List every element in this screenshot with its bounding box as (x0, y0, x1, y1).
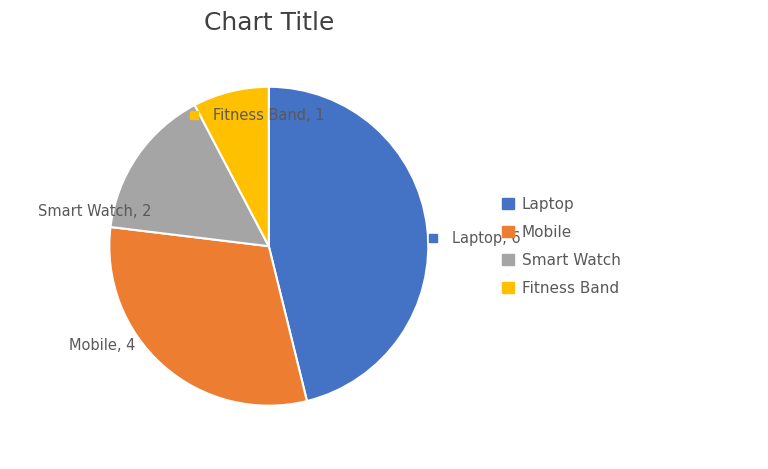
Wedge shape (111, 105, 269, 246)
Text: Fitness Band, 1: Fitness Band, 1 (213, 108, 325, 123)
Wedge shape (195, 87, 269, 246)
Wedge shape (269, 87, 429, 401)
Title: Chart Title: Chart Title (204, 11, 334, 35)
Text: Laptop, 6: Laptop, 6 (452, 231, 521, 246)
Wedge shape (109, 227, 307, 406)
Text: Smart Watch, 2: Smart Watch, 2 (38, 204, 151, 219)
Legend: Laptop, Mobile, Smart Watch, Fitness Band: Laptop, Mobile, Smart Watch, Fitness Ban… (495, 190, 627, 302)
Text: Mobile, 4: Mobile, 4 (69, 338, 136, 353)
